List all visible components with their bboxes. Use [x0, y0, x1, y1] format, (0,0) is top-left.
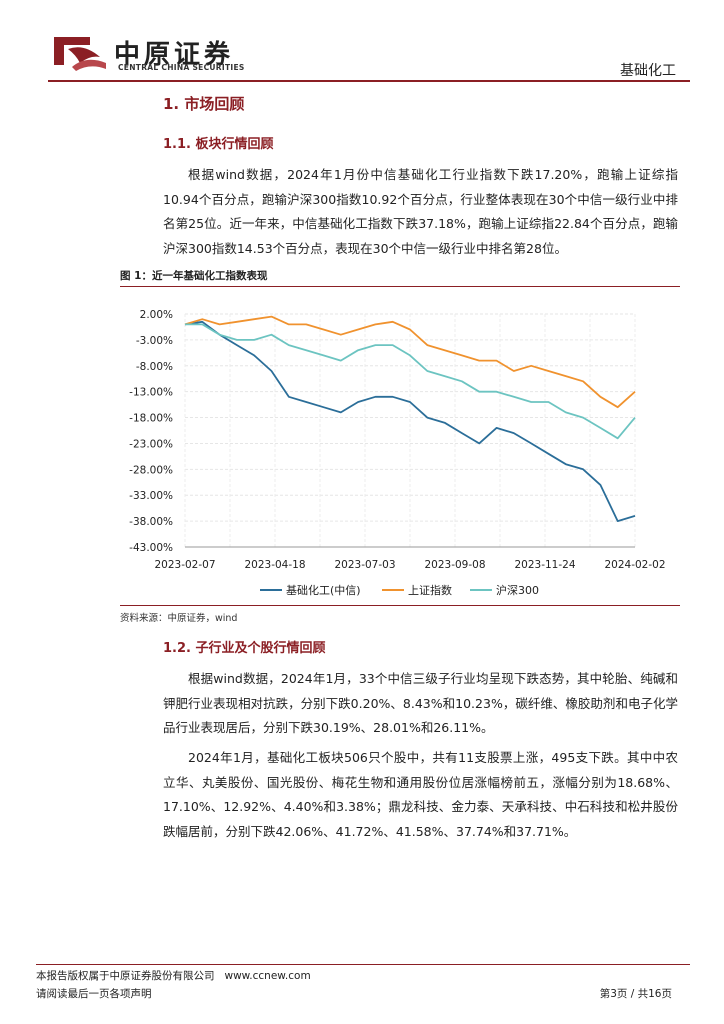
- figure-title: 图 1：近一年基础化工指数表现: [120, 270, 268, 282]
- section-title-market-review: 1. 市场回顾: [163, 95, 245, 113]
- y-tick-label: -38.00%: [129, 516, 173, 528]
- subsection-title-subindustry: 1.2. 子行业及个股行情回顾: [163, 641, 326, 656]
- x-tick-label: 2023-11-24: [514, 559, 575, 571]
- figure-source: 资料来源：中原证券，wind: [120, 613, 238, 624]
- chart-gridlines: [184, 313, 636, 548]
- brand-name-en: CENTRAL CHINA SECURITIES: [118, 63, 245, 72]
- y-tick-label: -28.00%: [129, 464, 173, 476]
- footer-disclaimer: 请阅读最后一页各项声明: [36, 988, 152, 1000]
- y-tick-label: -23.00%: [129, 438, 173, 450]
- legend-label: 上证指数: [408, 583, 452, 597]
- x-tick-label: 2023-07-03: [334, 559, 395, 571]
- x-tick-label: 2023-09-08: [424, 559, 485, 571]
- x-tick-label: 2023-02-07: [154, 559, 215, 571]
- stocks-paragraph: 2024年1月，基础化工板块506只个股中，共有11支股票上涨，495支下跌。其…: [163, 750, 678, 839]
- series-line: [185, 323, 636, 440]
- legend-label: 沪深300: [496, 583, 539, 597]
- brand-name-cn: 中原证券: [114, 40, 235, 70]
- legend-label: 基础化工(中信): [286, 583, 361, 597]
- index-performance-chart: 2.00% -3.00% -8.00% -13.00% -18.00% -23.00% -2…: [129, 309, 665, 597]
- figure-bottom-rule: [120, 605, 680, 606]
- sector-paragraph: 根据wind数据，2024年1月份中信基础化工行业指数下跌17.20%，跑输上证…: [163, 167, 678, 256]
- subindustry-paragraph: 根据wind数据，2024年1月，33个中信三级子行业均呈现下跌态势，其中轮胎、…: [163, 671, 678, 735]
- y-tick-label: 2.00%: [140, 309, 173, 321]
- header-divider: [48, 80, 690, 82]
- chart-y-ticks: 2.00% -3.00% -8.00% -13.00% -18.00% -23.00% -2…: [129, 309, 173, 554]
- series-line: [184, 320, 636, 522]
- footer-divider: [36, 964, 690, 965]
- footer-copyright: 本报告版权属于中原证券股份有限公司 www.ccnew.com: [36, 968, 311, 983]
- chart-x-ticks: 2023-02-07 2023-04-18 2023-07-03 2023-09-08…: [154, 559, 665, 571]
- chart-legend: 基础化工(中信) 上证指数 沪深300: [260, 583, 539, 597]
- series-line: [184, 315, 636, 409]
- subsection-title-sector: 1.1. 板块行情回顾: [163, 137, 274, 152]
- chart-series-lines: [184, 315, 636, 522]
- company-logo-icon: [54, 37, 106, 71]
- y-tick-label: -43.00%: [129, 542, 173, 554]
- y-tick-label: -3.00%: [136, 335, 173, 347]
- y-tick-label: -8.00%: [136, 361, 173, 373]
- copyright-text: 本报告版权属于中原证券股份有限公司: [36, 970, 215, 982]
- x-tick-label: 2023-04-18: [244, 559, 305, 571]
- x-tick-label: 2024-02-02: [604, 559, 665, 571]
- page-number: 第3页 / 共16页: [599, 988, 672, 1000]
- figure-top-rule: [120, 286, 680, 287]
- y-tick-label: -13.00%: [129, 387, 173, 399]
- footer-url-link[interactable]: www.ccnew.com: [224, 970, 311, 982]
- y-tick-label: -33.00%: [129, 490, 173, 502]
- section-tag: 基础化工: [620, 63, 676, 79]
- y-tick-label: -18.00%: [129, 413, 173, 425]
